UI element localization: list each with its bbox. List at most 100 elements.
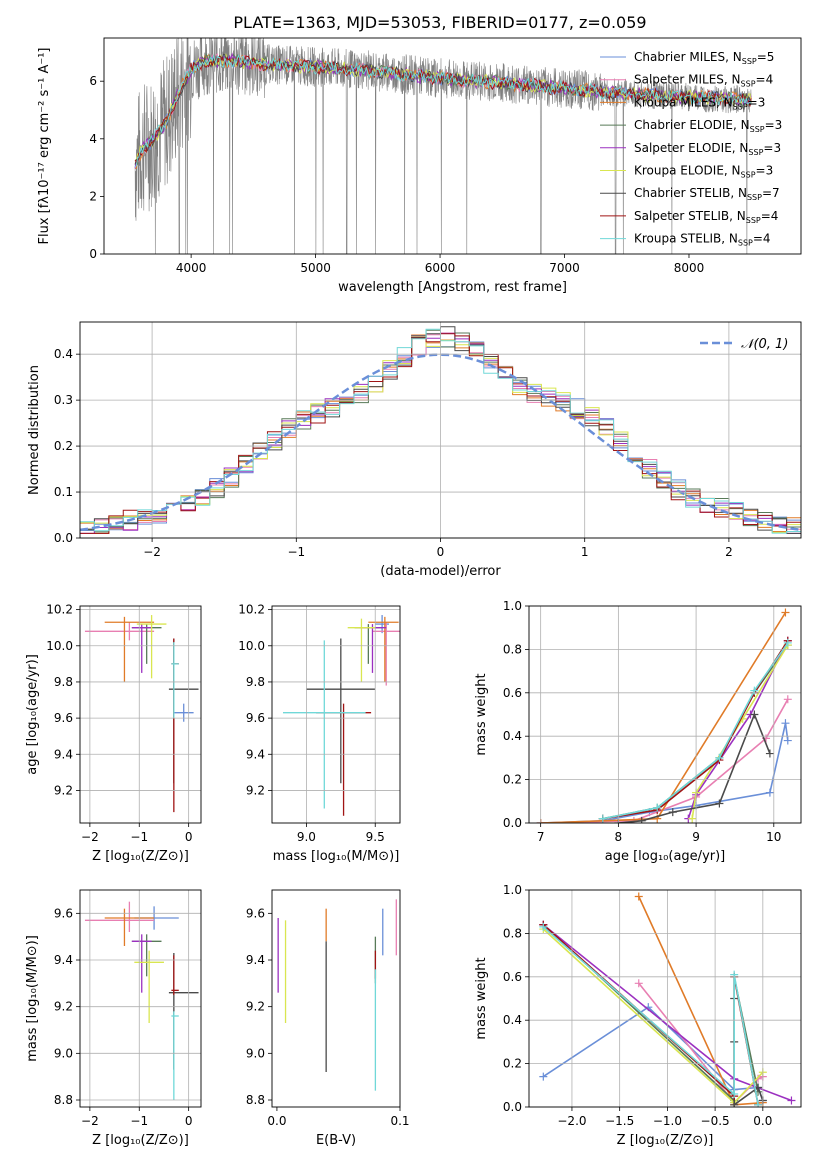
x-tick-label: 0 bbox=[185, 1114, 193, 1128]
age-vs-mass-xlabel: mass [log₁₀(M/M⊙)] bbox=[273, 849, 400, 864]
y-tick-label: 0.0 bbox=[54, 531, 73, 545]
errorbar-point bbox=[131, 624, 152, 673]
y-tick-label: 0.8 bbox=[503, 926, 522, 940]
massweight-vs-Z-xlabel: Z [log₁₀(Z/Z⊙)] bbox=[617, 1133, 714, 1148]
x-tick-label: 8 bbox=[615, 830, 623, 844]
plus-marker bbox=[781, 719, 790, 728]
x-tick-label: 6000 bbox=[425, 261, 456, 275]
y-tick-label: 9.2 bbox=[54, 783, 73, 797]
model-spectrum-kroupa-stelib bbox=[134, 54, 752, 168]
errorbar-point bbox=[347, 618, 376, 682]
y-tick-label: 9.8 bbox=[246, 675, 265, 689]
mass-vs-Z-axes: −2 −1 0 8.8 9.0 9.2 9.4 9.6 Z [log₁₀(Z/Z⊙)] mass … bbox=[25, 889, 202, 1148]
errorbar-point bbox=[104, 616, 155, 682]
y-tick-label: 9.6 bbox=[246, 711, 265, 725]
spectrum-ylabel: Flux [fλ10⁻¹⁷ erg cm⁻² s⁻¹ A⁻¹] bbox=[37, 48, 52, 245]
mass-vs-ebv-plot-area bbox=[277, 899, 397, 1091]
massweight-line-kroupa-miles bbox=[540, 612, 787, 823]
y-tick-label: 0.0 bbox=[503, 816, 522, 830]
x-tick-label: −2 bbox=[81, 830, 99, 844]
y-tick-label: 10.0 bbox=[46, 639, 73, 653]
errorbar-point bbox=[173, 703, 194, 722]
plus-marker bbox=[765, 788, 774, 797]
plus-marker bbox=[787, 1096, 796, 1105]
x-tick-label: 7 bbox=[537, 830, 545, 844]
x-tick-label: 9 bbox=[692, 830, 700, 844]
y-tick-label: 1.0 bbox=[503, 883, 522, 897]
plus-marker bbox=[754, 1100, 763, 1107]
plus-marker bbox=[688, 814, 697, 823]
massweight-line-salpeter-miles bbox=[638, 982, 764, 1104]
x-tick-label: 4000 bbox=[176, 261, 207, 275]
plus-marker bbox=[730, 1089, 739, 1098]
y-tick-label: 0.4 bbox=[503, 729, 522, 743]
x-tick-label: −2.0 bbox=[557, 1114, 586, 1128]
y-tick-label: 10.2 bbox=[238, 603, 265, 617]
gaussian-legend-label: 𝒩(0, 1) bbox=[741, 337, 788, 352]
y-tick-label: 9.4 bbox=[246, 953, 265, 967]
residuals-frame bbox=[79, 321, 802, 539]
massweight-line-kroupa-stelib bbox=[542, 926, 759, 1105]
x-tick-label: 8000 bbox=[674, 261, 705, 275]
residuals-ylabel: Normed distribution bbox=[27, 365, 42, 495]
x-tick-label: 0 bbox=[185, 830, 193, 844]
age-vs-Z-ylabel: age [log₁₀(age/yr)] bbox=[25, 654, 40, 775]
legend-entry: Kroupa STELIB, NSSP=4 bbox=[634, 232, 771, 248]
mass-vs-ebv-xlabel: E(B-V) bbox=[316, 1133, 356, 1148]
y-tick-label: 0.2 bbox=[503, 1057, 522, 1071]
errorbar-point bbox=[84, 622, 155, 641]
residuals-legend: 𝒩(0, 1) bbox=[700, 337, 788, 352]
x-tick-label: 0 bbox=[437, 545, 445, 559]
y-tick-label: 4 bbox=[89, 132, 97, 146]
errorbar-point bbox=[104, 908, 155, 946]
plus-marker bbox=[750, 710, 759, 719]
plus-marker bbox=[781, 608, 790, 617]
massweight-vs-age-frame bbox=[528, 605, 802, 824]
x-tick-label: −1 bbox=[130, 1114, 148, 1128]
plus-marker bbox=[634, 892, 643, 901]
plus-marker bbox=[730, 970, 739, 979]
massweight-vs-age-xlabel: age [log₁₀(age/yr)] bbox=[605, 849, 726, 864]
age-vs-mass-axes: 9.0 9.5 9.2 9.4 9.6 9.8 10.0 10.2 mass [log₁₀(M/… bbox=[238, 603, 401, 864]
x-tick-label: −1 bbox=[130, 830, 148, 844]
y-tick-label: 9.4 bbox=[246, 747, 265, 761]
x-tick-label: 10 bbox=[766, 830, 781, 844]
x-tick-label: 0.0 bbox=[753, 1114, 772, 1128]
errorbar-point bbox=[375, 615, 389, 634]
y-tick-label: 9.2 bbox=[246, 1000, 265, 1014]
legend-entry: Kroupa ELODIE, NSSP=3 bbox=[634, 164, 773, 180]
errorbar-point bbox=[171, 955, 179, 995]
massweight-vs-age-plot-area bbox=[536, 608, 792, 823]
errorbar-point bbox=[131, 624, 162, 664]
y-tick-label: 8.8 bbox=[246, 1093, 265, 1107]
x-tick-label: −1.5 bbox=[605, 1114, 634, 1128]
errorbar-point bbox=[372, 622, 400, 686]
legend-entry: Salpeter ELODIE, NSSP=3 bbox=[634, 141, 781, 157]
y-tick-label: 0.4 bbox=[54, 347, 73, 361]
y-tick-label: 9.2 bbox=[246, 783, 265, 797]
plus-marker bbox=[539, 922, 548, 931]
plus-marker bbox=[634, 979, 643, 988]
residuals-xlabel: (data-model)/error bbox=[380, 564, 501, 579]
errorbar-point bbox=[306, 638, 376, 784]
y-tick-label: 1.0 bbox=[503, 599, 522, 613]
mass-vs-ebv-frame bbox=[271, 889, 401, 1108]
y-tick-label: 9.0 bbox=[54, 1046, 73, 1060]
y-tick-label: 2 bbox=[89, 189, 97, 203]
plus-marker bbox=[637, 816, 646, 823]
legend-entry: Chabrier MILES, NSSP=5 bbox=[634, 50, 774, 66]
x-tick-label: 0.0 bbox=[267, 1114, 286, 1128]
mass-vs-Z-frame bbox=[79, 889, 202, 1108]
y-tick-label: 9.6 bbox=[246, 906, 265, 920]
errorbar-point bbox=[131, 934, 152, 993]
errorbar-point bbox=[171, 642, 179, 719]
plus-marker bbox=[653, 803, 662, 812]
massweight-vs-Z-plot-area bbox=[539, 892, 796, 1107]
errorbar-point bbox=[283, 640, 366, 809]
legend-entry: Kroupa MILES, NSSP=3 bbox=[634, 95, 765, 111]
y-tick-label: 8.8 bbox=[54, 1093, 73, 1107]
spectrum-legend: Chabrier MILES, NSSP=5 Salpeter MILES, NS… bbox=[600, 50, 782, 248]
y-tick-label: 0.1 bbox=[54, 485, 73, 499]
y-tick-label: 0.6 bbox=[503, 970, 522, 984]
x-tick-label: −1 bbox=[287, 545, 305, 559]
